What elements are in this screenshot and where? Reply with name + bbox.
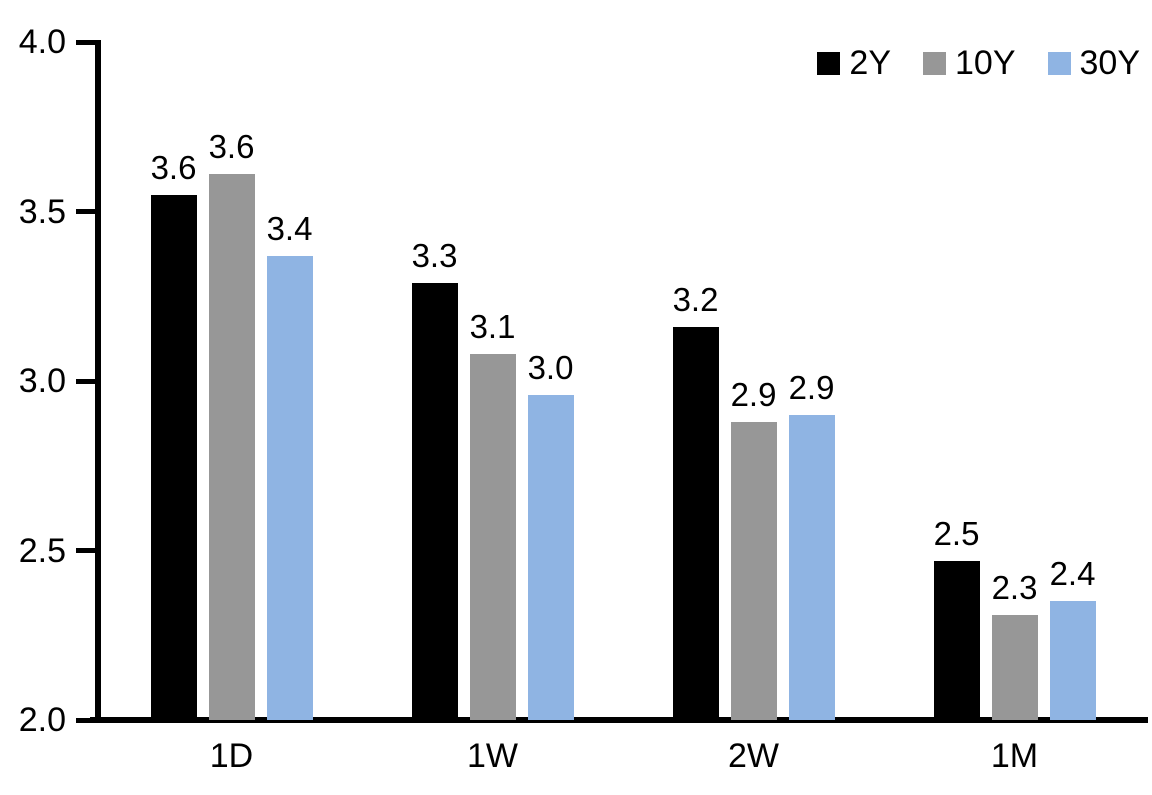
bar-rect [411,283,458,720]
y-tick-label: 3.0 [18,362,66,400]
bar-group-2w: 3.2 2.9 2.9 [623,42,884,720]
bar-value-label: 3.4 [266,210,313,247]
legend-item-2y: 2Y [817,45,891,81]
plot-area: 3.6 3.6 3.4 3.3 3.1 3.0 3.2 2.9 2.9 2.5 2.3 2.4 [101,42,1145,720]
y-tick [76,209,96,214]
bar-30y-1d: 3.4 [266,210,313,720]
x-axis-labels: 1D 1W 2W 1M [101,736,1145,776]
bar-10y-1d: 3.6 [208,128,255,720]
bar-group-1m: 2.5 2.3 2.4 [884,42,1145,720]
y-tick [76,548,96,553]
bar-rect [527,395,574,720]
y-tick-label: 2.0 [18,701,66,739]
bar-rect [208,174,255,720]
bar-rect [150,195,197,720]
bar-10y-2w: 2.9 [730,376,777,720]
y-tick [76,717,96,723]
bar-value-label: 3.2 [672,281,719,318]
bar-2y-1w: 3.3 [411,237,458,720]
legend-item-30y: 30Y [1047,44,1141,82]
bar-rect [469,354,516,720]
y-tick-label: 4.0 [18,23,66,61]
bar-30y-2w: 2.9 [788,369,835,720]
x-axis-line [90,717,1148,723]
bar-10y-1m: 2.3 [991,569,1038,720]
bar-value-label: 2.9 [788,369,835,406]
bar-30y-1m: 2.4 [1049,555,1096,720]
legend-swatch-icon [923,51,946,75]
legend-label: 30Y [1079,44,1141,82]
y-tick-label: 2.5 [18,531,66,570]
bar-rect [730,422,777,720]
bar-2y-2w: 3.2 [672,281,719,720]
x-axis-label-1d: 1D [209,737,254,775]
bar-30y-1w: 3.0 [527,349,574,720]
x-axis-label-1m: 1M [990,737,1039,775]
legend-label: 10Y [955,44,1016,82]
bar-10y-1w: 3.1 [469,308,516,720]
x-axis-label-1w: 1W [467,737,518,775]
bar-rect [991,615,1038,720]
bar-2y-1m: 2.5 [933,515,980,720]
legend-label: 2Y [849,44,891,82]
bar-2y-1d: 3.6 [150,149,197,720]
bar-rect [266,256,313,720]
y-tick [76,378,96,384]
bar-value-label: 3.1 [469,308,516,345]
bar-value-label: 2.4 [1049,555,1096,592]
y-tick-label: 3.5 [18,192,66,231]
bar-value-label: 3.6 [150,149,197,186]
y-axis-line [95,40,101,723]
legend-swatch-icon [817,51,841,75]
legend-swatch-icon [1047,51,1071,75]
y-tick [76,39,96,45]
bar-rect [1049,601,1096,720]
bar-value-label: 2.9 [730,376,777,413]
bar-value-label: 3.0 [527,349,574,386]
bar-value-label: 3.3 [411,237,458,274]
bar-group-1d: 3.6 3.6 3.4 [101,42,362,720]
x-axis-label-2w: 2W [728,737,779,775]
bar-value-label: 2.5 [933,515,980,552]
bar-group-1w: 3.3 3.1 3.0 [362,42,623,720]
bar-rect [933,561,980,720]
bar-rect [788,415,835,720]
legend-item-10y: 10Y [923,45,1016,81]
bar-rect [672,327,719,720]
bar-value-label: 2.3 [991,569,1038,606]
bar-value-label: 3.6 [208,128,255,165]
legend: 2Y 10Y 30Y [817,45,1140,81]
